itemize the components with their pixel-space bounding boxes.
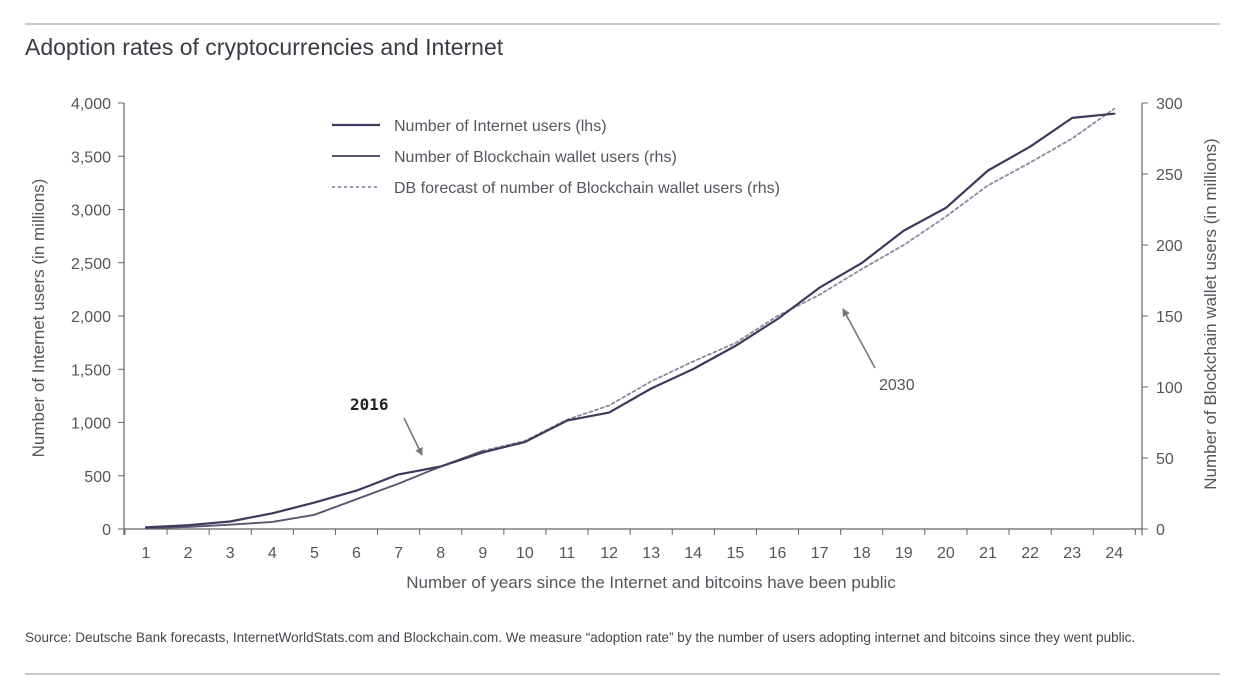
x-tick-label: 13 [642, 545, 660, 562]
x-tick-label: 3 [226, 545, 235, 562]
x-tick-label: 21 [979, 545, 997, 562]
left-tick-label: 3,000 [71, 203, 111, 220]
source-note: Source: Deutsche Bank forecasts, Interne… [25, 630, 1136, 645]
x-tick-label: 16 [769, 545, 787, 562]
left-tick-label: 0 [102, 522, 111, 539]
right-tick-label: 0 [1156, 522, 1165, 539]
left-tick-label: 500 [84, 469, 111, 486]
x-tick-label: 15 [727, 545, 745, 562]
right-tick-label: 200 [1156, 238, 1183, 255]
axes: 0 500 1,000 1,500 2,000 2,500 3,000 3,500 4,000 0… [29, 96, 1220, 592]
top-rule [25, 23, 1220, 25]
x-tick-label: 4 [268, 545, 277, 562]
annotation-2016-label: 2016 [350, 395, 389, 414]
right-tick-label: 150 [1156, 309, 1183, 326]
x-tick-label: 22 [1021, 545, 1039, 562]
legend-label: Number of Blockchain wallet users (rhs) [394, 149, 677, 166]
x-tick-label: 7 [394, 545, 403, 562]
series-line-blockchain-forecast [481, 107, 1116, 452]
x-tick-label: 10 [516, 545, 534, 562]
left-tick-label: 4,000 [71, 96, 111, 113]
annotation-2030-label: 2030 [879, 377, 915, 394]
left-tick-label: 2,000 [71, 309, 111, 326]
legend-label: DB forecast of number of Blockchain wall… [394, 180, 780, 197]
annotations: 2016 2030 [350, 308, 915, 456]
right-axis-title: Number of Blockchain wallet users (in mi… [1201, 138, 1220, 489]
legend: Number of Internet users (lhs) Number of … [332, 118, 780, 197]
x-tick-label: 11 [559, 545, 576, 562]
x-tick-label: 24 [1105, 545, 1123, 562]
x-tick-label: 12 [600, 545, 618, 562]
left-axis-title: Number of Internet users (in millions) [29, 179, 48, 458]
annotation-2016-arrow [403, 417, 423, 456]
legend-label: Number of Internet users (lhs) [394, 118, 607, 135]
x-tick-label: 9 [478, 545, 487, 562]
plot-lines [144, 107, 1116, 530]
x-tick-label: 5 [310, 545, 319, 562]
x-tick-label: 19 [895, 545, 913, 562]
right-tick-label: 50 [1156, 451, 1174, 468]
series-line-internet-users [144, 112, 1116, 529]
x-axis-title: Number of years since the Internet and b… [406, 573, 896, 592]
x-tick-label: 14 [684, 545, 702, 562]
x-tick-label: 20 [937, 545, 955, 562]
x-tick-label: 8 [436, 545, 445, 562]
left-tick-label: 1,000 [71, 416, 111, 433]
bottom-rule [25, 673, 1220, 675]
x-tick-label: 17 [811, 545, 829, 562]
x-tick-label: 23 [1063, 545, 1081, 562]
chart-title: Adoption rates of cryptocurrencies and I… [25, 34, 504, 60]
series-line-blockchain-wallet-users [145, 449, 484, 530]
left-tick-label: 1,500 [71, 362, 111, 379]
right-tick-label: 250 [1156, 167, 1183, 184]
right-tick-label: 300 [1156, 96, 1183, 113]
x-tick-label: 1 [142, 545, 151, 562]
right-tick-label: 100 [1156, 380, 1183, 397]
x-tick-label: 6 [352, 545, 361, 562]
annotation-2030-arrow [842, 308, 876, 369]
left-tick-label: 2,500 [71, 256, 111, 273]
x-tick-label: 18 [853, 545, 871, 562]
left-tick-label: 3,500 [71, 149, 111, 166]
x-tick-label: 2 [184, 545, 193, 562]
